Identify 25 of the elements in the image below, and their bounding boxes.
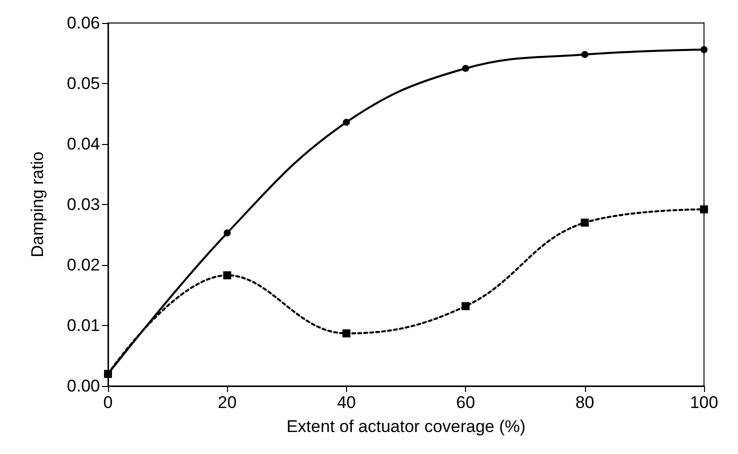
x-tick-label: 80: [575, 393, 594, 412]
y-tick-label: 0.05: [66, 74, 100, 93]
y-axis-title: Damping ratio: [28, 152, 47, 258]
point: [342, 118, 350, 126]
point: [223, 271, 232, 280]
point: [462, 64, 470, 72]
y-tick-label: 0.00: [66, 376, 100, 396]
point: [580, 218, 589, 227]
x-tick-label: 40: [336, 393, 356, 412]
x-axis-title: Extent of actuator coverage (%): [286, 417, 526, 436]
y-tick-label: 0.01: [66, 316, 100, 335]
x-tick-label: 0: [103, 393, 113, 412]
x-tick-label: 100: [690, 393, 718, 412]
y-tick-label: 0.03: [66, 195, 100, 214]
x-tick-label: 20: [218, 393, 237, 412]
point: [700, 205, 708, 214]
point: [581, 50, 588, 58]
point: [224, 229, 231, 236]
y-tick-label: 0.02: [66, 256, 100, 274]
x-tick-label: 60: [456, 393, 476, 412]
y-tick-label: 0.06: [66, 14, 100, 32]
point: [700, 46, 708, 54]
y-tick-label: 0.04: [66, 134, 100, 154]
point: [462, 302, 470, 310]
point: [342, 329, 350, 338]
